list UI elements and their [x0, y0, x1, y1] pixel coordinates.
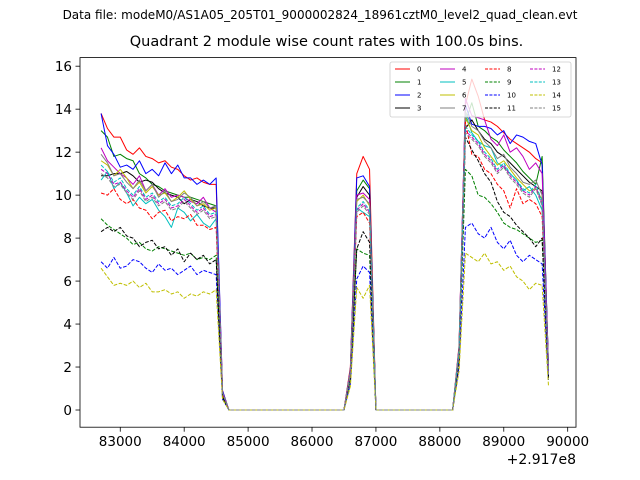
- x-axis: 83000 84000 85000 86000 87000 88000 89000 90000: [99, 427, 589, 450]
- legend-frame: [389, 61, 572, 118]
- series-line-7: [100, 110, 550, 411]
- plot-lines: [100, 78, 550, 411]
- series-line-8: [100, 121, 550, 411]
- y-tick-label: 10: [55, 188, 72, 204]
- legend-label-7: 7: [462, 105, 466, 113]
- axes-frame: [79, 57, 577, 428]
- legend-label-6: 6: [462, 92, 467, 100]
- series-line-12: [100, 130, 550, 411]
- x-tick-label: 83000: [99, 434, 142, 450]
- x-tick-label: 85000: [227, 434, 270, 450]
- series-line-4: [100, 97, 550, 411]
- legend-label-11: 11: [507, 105, 516, 113]
- x-tick-label: 89000: [482, 434, 525, 450]
- x-tick-label: 90000: [546, 434, 589, 450]
- series-line-9: [100, 168, 550, 411]
- series-line-1: [100, 102, 550, 411]
- y-axis: 0 2 4 6 8 10 12 14 16: [55, 59, 80, 419]
- y-tick-label: 8: [63, 231, 72, 247]
- series-line-14: [100, 252, 550, 411]
- figure-suptitle: Data file: modeM0/AS1A05_205T01_90000028…: [62, 8, 578, 22]
- legend-label-4: 4: [462, 66, 467, 74]
- y-tick-label: 16: [55, 59, 72, 75]
- series-line-15: [100, 132, 550, 411]
- legend-label-12: 12: [552, 66, 561, 74]
- legend-label-14: 14: [552, 92, 561, 100]
- y-tick-label: 4: [63, 317, 72, 333]
- legend-label-5: 5: [462, 79, 466, 87]
- series-line-5: [100, 112, 550, 411]
- series-line-10: [100, 222, 550, 411]
- x-offset-label: +2.917e8: [506, 452, 576, 468]
- y-tick-label: 6: [63, 274, 72, 290]
- legend-label-3: 3: [417, 105, 421, 113]
- legend-label-0: 0: [417, 66, 421, 74]
- legend-label-10: 10: [507, 92, 516, 100]
- series-line-6: [100, 117, 550, 411]
- chart-title: Quadrant 2 module wise count rates with …: [129, 34, 524, 50]
- legend-label-15: 15: [552, 105, 561, 113]
- y-tick-label: 0: [63, 403, 72, 419]
- legend-label-9: 9: [507, 79, 511, 87]
- series-line-13: [100, 125, 550, 411]
- y-tick-label: 2: [63, 360, 72, 376]
- y-tick-label: 12: [55, 145, 72, 161]
- legend-label-1: 1: [417, 79, 421, 87]
- x-tick-label: 86000: [291, 434, 334, 450]
- series-line-2: [100, 104, 550, 411]
- legend-label-13: 13: [552, 79, 561, 87]
- x-tick-label: 84000: [163, 434, 206, 450]
- x-tick-label: 87000: [354, 434, 397, 450]
- x-tick-label: 88000: [418, 434, 461, 450]
- y-tick-label: 14: [55, 102, 72, 118]
- series-line-11: [100, 136, 550, 411]
- legend-label-8: 8: [507, 66, 511, 74]
- legend-label-2: 2: [417, 92, 421, 100]
